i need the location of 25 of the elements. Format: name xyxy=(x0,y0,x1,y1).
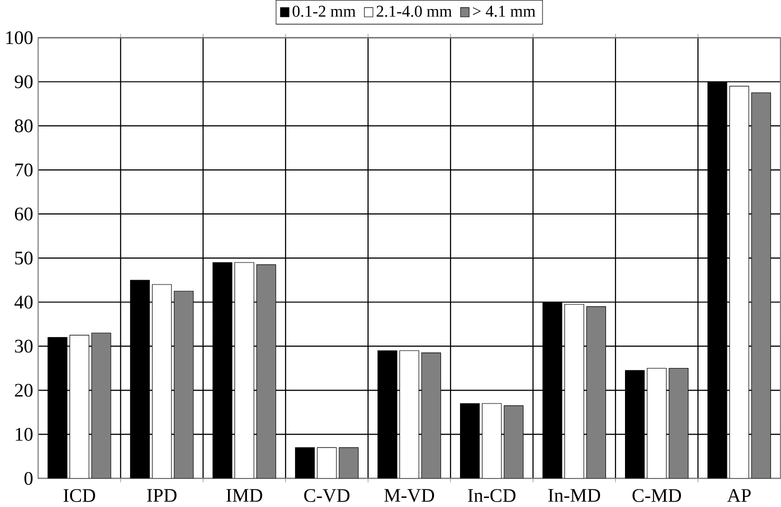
x-tick-label: IPD xyxy=(147,489,177,502)
x-tick-label: M-VD xyxy=(384,489,434,502)
x-tick-label: C-VD xyxy=(304,489,350,502)
legend-label: 0.1-2 mm xyxy=(292,6,356,18)
x-tick-label: In-MD xyxy=(548,489,600,502)
x-tick-label: In-CD xyxy=(468,489,516,502)
bar xyxy=(295,447,315,479)
y-tick-label: 30 xyxy=(15,340,33,353)
legend-label: > 4.1 mm xyxy=(472,6,536,18)
y-tick-label: 0 xyxy=(24,472,33,486)
y-tick-label: 70 xyxy=(15,164,33,177)
y-tick-label: 90 xyxy=(14,75,33,88)
x-tick-label: C-MD xyxy=(632,489,681,502)
bar xyxy=(316,447,337,479)
y-tick-label: 50 xyxy=(15,252,33,265)
y-tick-label: 40 xyxy=(14,296,33,309)
y-tick-label: 100 xyxy=(6,31,33,44)
y-tick-label: 60 xyxy=(14,208,33,221)
x-tick-label: AP xyxy=(727,489,751,502)
y-tick-label: 80 xyxy=(14,120,33,132)
y-tick-label: 10 xyxy=(16,428,33,441)
x-tick-label: ICD xyxy=(64,489,96,502)
y-tick-label: 20 xyxy=(14,384,33,397)
x-tick-label: IMD xyxy=(226,489,262,502)
legend-label: 2.1-4.0 mm xyxy=(376,6,452,18)
